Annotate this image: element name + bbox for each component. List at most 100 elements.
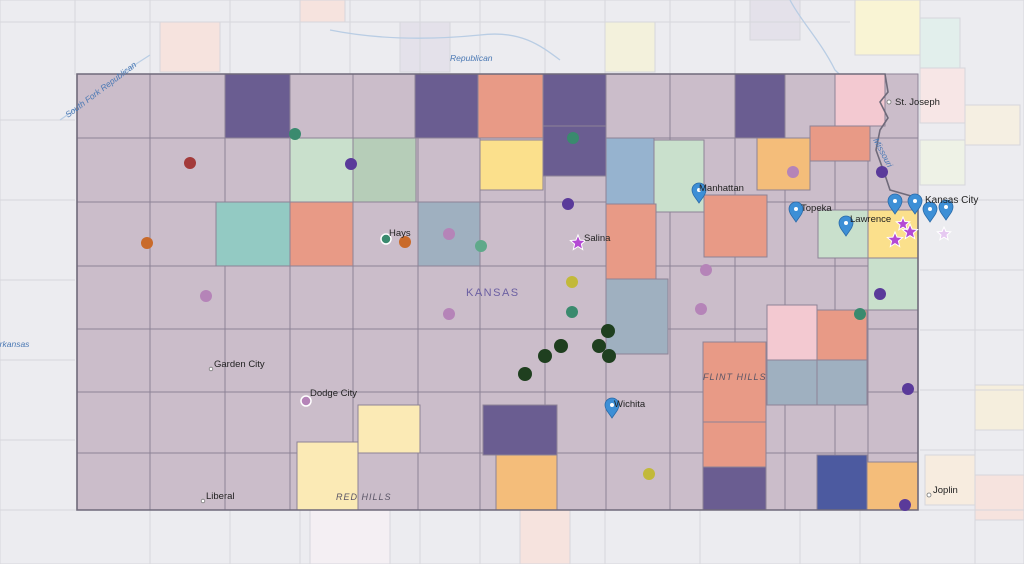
data-point-marker[interactable] [475,240,487,252]
star-icon[interactable] [886,230,904,248]
county-shaded[interactable] [215,201,291,267]
data-point-marker[interactable] [567,132,579,144]
data-point-marker[interactable] [345,158,357,170]
county[interactable] [669,73,736,139]
county[interactable] [479,265,546,330]
county-shaded[interactable] [479,139,544,191]
county-shaded[interactable] [809,125,871,162]
county[interactable] [289,73,354,139]
data-point-marker[interactable] [538,349,552,363]
hays-marker[interactable] [380,233,392,245]
data-point-marker[interactable] [554,339,568,353]
data-point-marker[interactable] [184,157,196,169]
data-point-marker[interactable] [876,166,888,178]
data-point-marker[interactable] [592,339,606,353]
county-shaded[interactable] [766,359,818,406]
county-shaded[interactable] [296,441,359,511]
county-shaded[interactable] [702,341,767,423]
county-layer[interactable] [76,73,919,511]
star-icon[interactable] [936,225,952,241]
county-shaded[interactable] [605,137,655,205]
county[interactable] [149,201,226,267]
county[interactable] [479,201,546,267]
data-point-marker[interactable] [141,237,153,249]
county[interactable] [352,265,419,330]
county-shaded[interactable] [867,257,919,311]
data-point-marker[interactable] [566,306,578,318]
data-point-marker[interactable] [902,383,914,395]
county[interactable] [76,73,151,139]
county[interactable] [224,265,291,330]
county[interactable] [417,137,481,203]
county[interactable] [224,452,291,511]
county[interactable] [224,391,291,454]
county[interactable] [224,137,291,203]
data-point-marker[interactable] [562,198,574,210]
data-point-marker[interactable] [854,308,866,320]
county-shaded[interactable] [816,454,868,511]
county-shaded[interactable] [224,73,291,139]
county-shaded[interactable] [542,73,607,127]
county[interactable] [76,328,151,393]
manhattan-pin-icon[interactable] [691,182,707,204]
county[interactable] [605,73,671,139]
county-shaded[interactable] [352,137,417,203]
county-shaded[interactable] [605,203,657,280]
county-shaded[interactable] [653,139,705,213]
kansas-city-pin-icon[interactable] [907,193,923,215]
county[interactable] [224,328,291,393]
wichita-pin-icon[interactable] [604,397,620,419]
county[interactable] [76,265,151,330]
county[interactable] [76,391,151,454]
county[interactable] [289,265,354,330]
county[interactable] [149,137,226,203]
data-point-marker[interactable] [601,324,615,338]
county[interactable] [352,73,419,139]
county[interactable] [867,328,919,393]
county-shaded[interactable] [495,454,558,511]
dodge-city-marker[interactable] [300,395,312,407]
data-point-marker[interactable] [602,349,616,363]
county-shaded[interactable] [702,466,767,511]
data-point-marker[interactable] [518,367,532,381]
county[interactable] [544,265,607,330]
topeka-pin-icon[interactable] [788,201,804,223]
county[interactable] [544,201,607,267]
lawrence-pin-icon[interactable] [838,215,854,237]
county[interactable] [149,452,226,511]
data-point-marker[interactable] [289,128,301,140]
county[interactable] [605,452,671,511]
county[interactable] [867,391,919,454]
county[interactable] [669,265,736,330]
star-icon[interactable] [895,215,911,231]
county[interactable] [544,328,607,393]
data-point-marker[interactable] [899,499,911,511]
county[interactable] [417,328,481,393]
county-shaded[interactable] [816,359,868,406]
county-shaded[interactable] [702,421,767,468]
county-shaded[interactable] [289,201,354,267]
county[interactable] [417,391,481,454]
county[interactable] [479,328,546,393]
county-shaded[interactable] [834,73,886,127]
county[interactable] [149,391,226,454]
county[interactable] [76,137,151,203]
county-shaded[interactable] [482,404,558,456]
county-shaded[interactable] [477,73,544,139]
data-point-marker[interactable] [443,308,455,320]
data-point-marker[interactable] [700,264,712,276]
data-point-marker[interactable] [200,290,212,302]
county-shaded[interactable] [605,278,669,355]
county-shaded[interactable] [734,73,786,139]
data-point-marker[interactable] [643,468,655,480]
star-icon[interactable] [901,222,919,240]
county[interactable] [149,73,226,139]
county-shaded[interactable] [756,137,811,191]
county[interactable] [149,265,226,330]
data-point-marker[interactable] [399,236,411,248]
marker-layer[interactable] [141,128,954,511]
pin-icon[interactable] [922,201,938,223]
county[interactable] [417,452,481,511]
